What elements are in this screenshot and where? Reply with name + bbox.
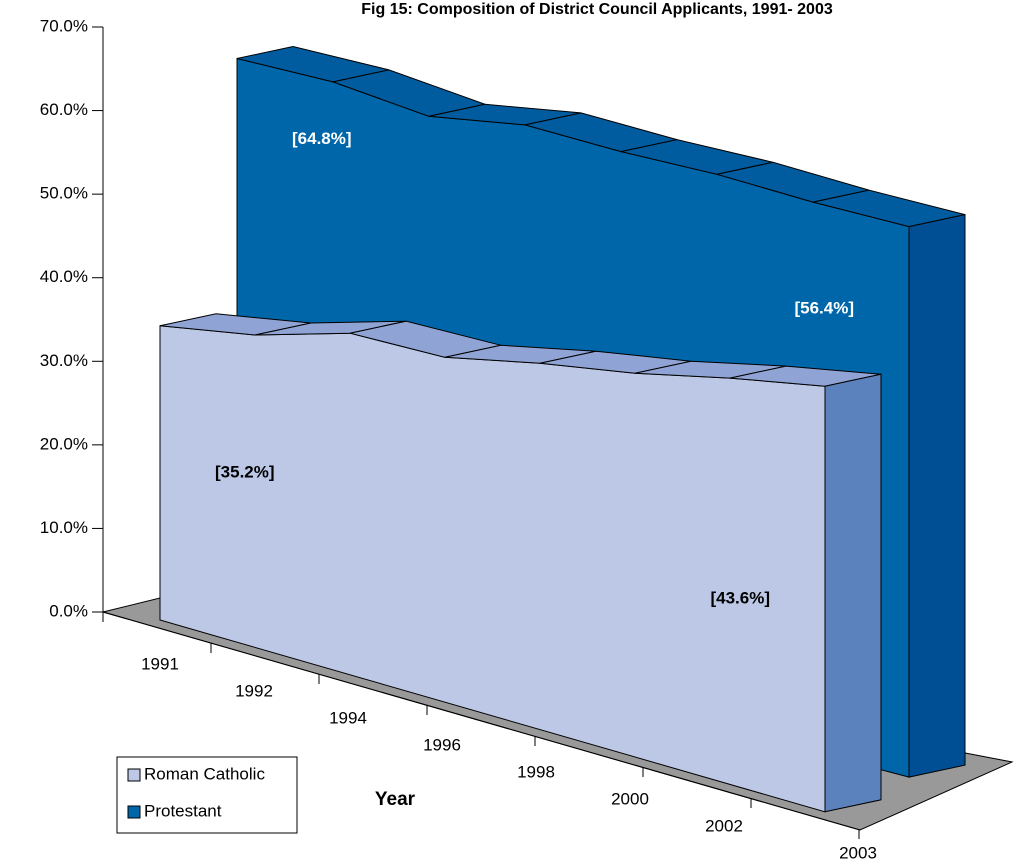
y-tick-label: 50.0%: [40, 184, 88, 203]
x-tick-label: 1996: [423, 735, 461, 754]
x-tick-label: 1998: [517, 762, 555, 781]
legend: [116, 756, 298, 834]
x-axis: [102, 611, 861, 831]
value-label: [64.8%]: [292, 129, 352, 148]
y-tick-label: 40.0%: [40, 267, 88, 286]
x-tick-label: 2000: [611, 789, 649, 808]
area-front: [159, 325, 826, 813]
x-tick-label: 1992: [235, 681, 273, 700]
x-tick-label: 2002: [705, 816, 743, 835]
area-side: [824, 373, 882, 813]
y-tick-label: 60.0%: [40, 100, 88, 119]
legend-swatch: [127, 768, 141, 782]
value-label: [56.4%]: [794, 299, 854, 318]
x-tick-label: 1991: [141, 654, 179, 673]
y-tick-label: 0.0%: [49, 601, 88, 620]
legend-label: Roman Catholic: [144, 764, 265, 783]
y-tick-label: 20.0%: [40, 434, 88, 453]
y-tick-label: 30.0%: [40, 351, 88, 370]
x-tick-label: 2003: [839, 843, 877, 862]
chart-title: Fig 15: Composition of District Council …: [361, 1, 833, 18]
x-axis-label: Year: [375, 789, 416, 810]
legend-swatch: [127, 805, 141, 819]
y-tick-label: 10.0%: [40, 518, 88, 537]
value-label: [35.2%]: [215, 462, 275, 481]
x-tick-label: 1994: [329, 708, 367, 727]
legend-label: Protestant: [144, 801, 222, 820]
y-tick-label: 70.0%: [40, 16, 88, 35]
value-label: [43.6%]: [710, 588, 770, 607]
area-side: [908, 213, 966, 778]
